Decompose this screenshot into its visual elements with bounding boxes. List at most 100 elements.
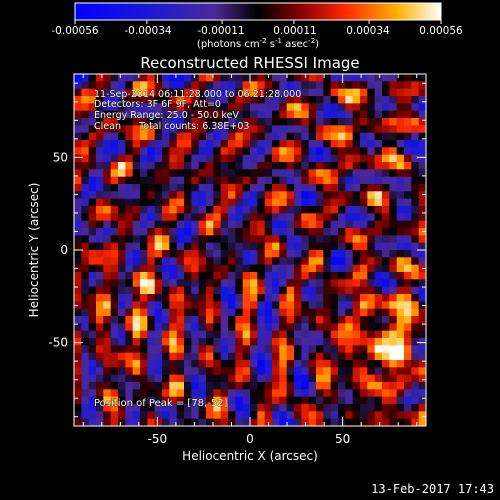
heatmap-cell [228, 235, 236, 244]
heatmap-cell [301, 279, 310, 288]
heatmap-cell [352, 110, 361, 119]
heatmap-cell [294, 404, 302, 412]
heatmap-cell [118, 228, 126, 236]
heatmap-cell [367, 242, 376, 251]
heatmap-cell [308, 352, 317, 361]
heatmap-cell [132, 74, 141, 82]
heatmap-cell [418, 235, 426, 244]
heatmap-cell [316, 103, 324, 112]
heatmap-cell [103, 242, 112, 251]
heatmap-cell [272, 382, 280, 390]
heatmap-cell [396, 352, 405, 361]
heatmap-cell [345, 242, 354, 251]
heatmap-cell [250, 176, 258, 185]
heatmap-cell [308, 213, 317, 222]
heatmap-cell [301, 184, 310, 192]
heatmap-cell [330, 176, 339, 185]
heatmap-cell [279, 360, 288, 368]
heatmap-cell [140, 352, 148, 361]
heatmap-cell [382, 118, 390, 126]
heatmap-cell [404, 367, 412, 376]
heatmap-cell [286, 213, 295, 222]
heatmap-cell [330, 74, 339, 82]
heatmap-cell [184, 279, 192, 288]
heatmap-cell [367, 286, 376, 295]
heatmap-cell [220, 118, 229, 126]
heatmap-cell [74, 404, 82, 412]
heatmap-cell [294, 118, 302, 126]
heatmap-cell [301, 198, 310, 207]
heatmap-cell [176, 411, 185, 420]
heatmap-cell [132, 169, 141, 178]
heatmap-cell [125, 213, 134, 222]
heatmap-cell [396, 110, 405, 119]
heatmap-cell [338, 367, 346, 376]
heatmap-cell [352, 279, 361, 288]
heatmap-cell [301, 206, 310, 214]
heatmap-cell [74, 74, 82, 82]
heatmap-cell [367, 316, 376, 324]
heatmap-cell [176, 198, 185, 207]
heatmap-cell [235, 374, 244, 383]
heatmap-cell [191, 308, 200, 317]
heatmap-cell [308, 184, 317, 192]
heatmap-cell [213, 404, 222, 412]
heatmap-cell [316, 88, 324, 97]
heatmap-cell [396, 191, 405, 200]
heatmap-cell [286, 184, 295, 192]
heatmap-cell [367, 250, 376, 258]
heatmap-cell [257, 206, 266, 214]
heatmap-cell [220, 389, 229, 398]
heatmap-cell [184, 162, 192, 170]
heatmap-cell [382, 301, 390, 310]
heatmap-cell [404, 228, 412, 236]
heatmap-cell [367, 220, 376, 229]
heatmap-cell [345, 176, 354, 185]
heatmap-cell [418, 154, 426, 163]
heatmap-cell [316, 162, 324, 170]
heatmap-cell [345, 257, 354, 266]
heatmap-cell [264, 345, 273, 354]
heatmap-cell [374, 242, 383, 251]
heatmap-cell [294, 308, 302, 317]
heatmap-cell [323, 228, 332, 236]
heatmap-cell [338, 206, 346, 214]
heatmap-cell [323, 345, 332, 354]
heatmap-cell [360, 147, 368, 156]
heatmap-cell [257, 125, 266, 134]
heatmap-cell [198, 418, 207, 426]
heatmap-cell [235, 294, 244, 302]
heatmap-cell [191, 345, 200, 354]
heatmap-cell [110, 382, 119, 390]
heatmap-cell [279, 301, 288, 310]
heatmap-cell [360, 154, 368, 163]
heatmap-cell [404, 154, 412, 163]
heatmap-cell [176, 250, 185, 258]
heatmap-cell [220, 140, 229, 148]
heatmap-cell [154, 118, 163, 126]
heatmap-cell [330, 396, 339, 405]
heatmap-cell [184, 220, 192, 229]
y-tick-labels: 50 0 -50 [48, 150, 68, 349]
heatmap-cell [88, 154, 97, 163]
heatmap-cell [308, 338, 317, 346]
heatmap-cell [184, 396, 192, 405]
heatmap-cell [213, 88, 222, 97]
heatmap-cell [367, 198, 376, 207]
heatmap-cell [206, 154, 214, 163]
heatmap-cell [118, 220, 126, 229]
heatmap-cell [88, 96, 97, 104]
heatmap-cell [382, 279, 390, 288]
heatmap-cell [213, 367, 222, 376]
heatmap-cell [118, 382, 126, 390]
annotation-line: Clean Total counts: 6.38E+03 [94, 121, 249, 132]
heatmap-cell [118, 88, 126, 97]
heatmap-cell [367, 191, 376, 200]
heatmap-cell [74, 286, 82, 295]
heatmap-cell [162, 374, 170, 383]
heatmap-cell [374, 184, 383, 192]
heatmap-cell [360, 220, 368, 229]
heatmap-cell [184, 345, 192, 354]
heatmap-cell [323, 147, 332, 156]
heatmap-cell [250, 250, 258, 258]
